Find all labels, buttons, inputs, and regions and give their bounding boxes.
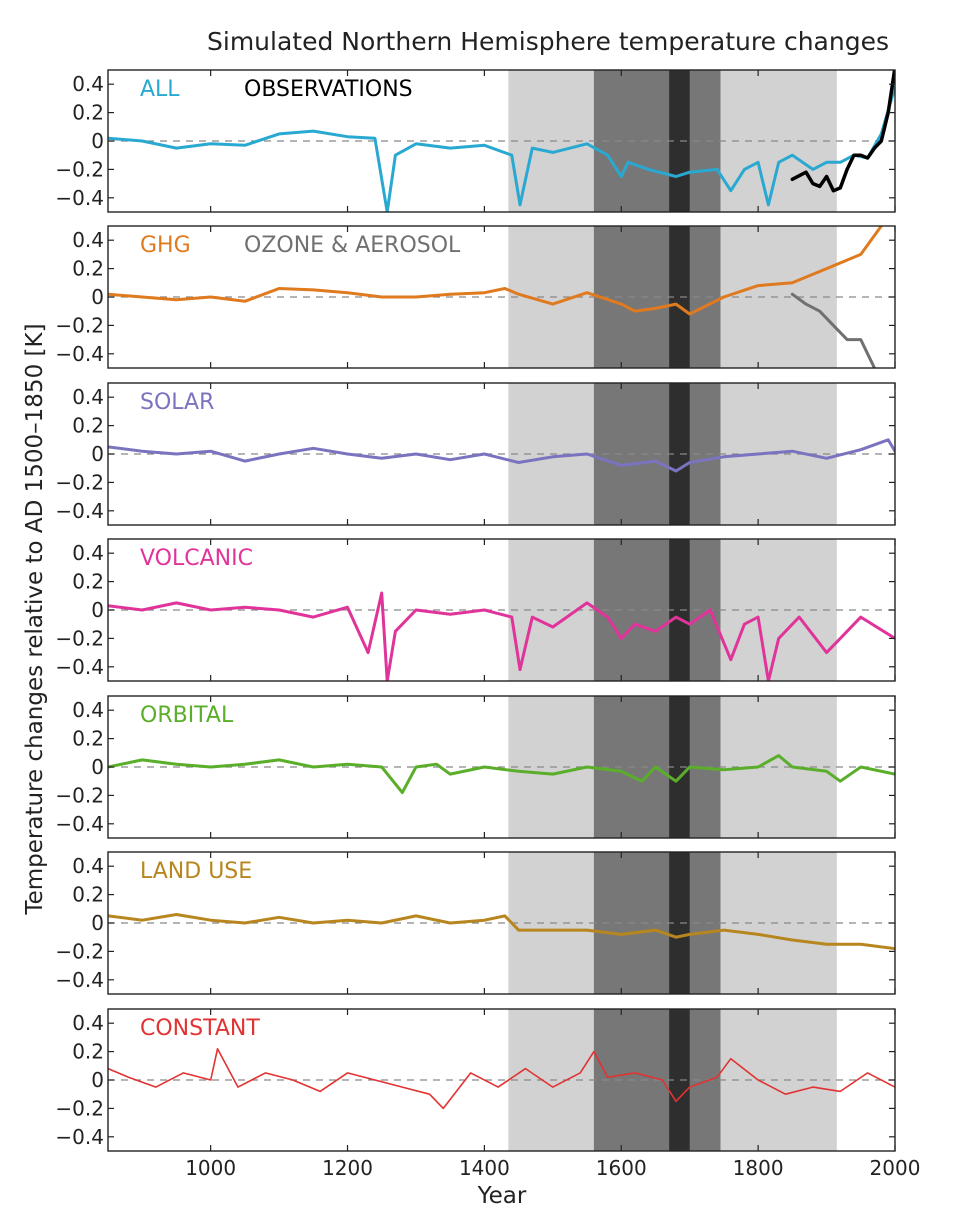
x-tick-label: 1800 (733, 1156, 784, 1180)
y-tick-label: 0.4 (72, 1011, 104, 1035)
x-axis-title: Year (477, 1183, 527, 1209)
y-tick-label: 0 (91, 442, 104, 466)
shaded-period-dark (669, 696, 690, 838)
panel-label-land-use: LAND USE (140, 859, 252, 884)
panel-constant: −0.4 −0.2 0 0.2 0.4 CONSTANT (55, 1008, 896, 1152)
y-tick-label: −0.2 (55, 470, 104, 494)
panel-orbital: −0.4 −0.2 0 0.2 0.4 ORBITAL (55, 695, 896, 839)
x-tick-labels: 1000 1200 1400 1600 1800 2000 (185, 1156, 920, 1180)
y-tick-label: 0 (91, 285, 104, 309)
y-tick-label: −0.2 (55, 939, 104, 963)
series-group (108, 591, 895, 681)
series-line-volcanic (108, 591, 895, 681)
y-tick-label: −0.2 (55, 626, 104, 650)
panel-label-orbital: ORBITAL (140, 703, 234, 728)
series-line-ozone-aerosol (790, 292, 876, 368)
shaded-period-dark (669, 383, 690, 525)
series-line-ghg (108, 226, 883, 316)
y-tick-label: 0.2 (72, 1040, 104, 1064)
series-group (108, 913, 895, 951)
panel-land-use: −0.4 −0.2 0 0.2 0.4 LAND USE (55, 851, 896, 995)
y-tick-label: 0.4 (72, 228, 104, 252)
series-group (108, 438, 895, 473)
x-tick-label: 2000 (870, 1156, 921, 1180)
series-line-all (108, 85, 895, 212)
y-tick-label: 0 (91, 129, 104, 153)
series-group (108, 754, 895, 795)
x-tick-label: 1200 (322, 1156, 373, 1180)
y-tick-label: −0.4 (55, 655, 104, 679)
panel-volcanic: −0.4 −0.2 0 0.2 0.4 VOLCANIC (55, 538, 896, 682)
y-tick-label: 0 (91, 1068, 104, 1092)
y-tick-label: 0.2 (72, 570, 104, 594)
panel-label-volcanic: VOLCANIC (140, 546, 253, 571)
series-line-orbital (108, 754, 895, 795)
series-group (108, 1048, 895, 1110)
y-tick-label: −0.4 (55, 499, 104, 523)
y-tick-label: 0.4 (72, 541, 104, 565)
panel-label-ghg: GHG (140, 233, 191, 258)
y-tick-label: −0.4 (55, 186, 104, 210)
shaded-period-dark (669, 226, 690, 368)
series-line-land-use (108, 913, 895, 951)
y-tick-label: 0.4 (72, 698, 104, 722)
panel-label-constant: CONSTANT (140, 1016, 260, 1041)
y-tick-label: −0.2 (55, 157, 104, 181)
panel-stack: −0.4 −0.2 0 0.2 0.4 ALL OBSERVATIONS −0.4 −0.2 0 0… (55, 69, 920, 1180)
y-tick-label: −0.2 (55, 1096, 104, 1120)
y-tick-label: −0.4 (55, 812, 104, 836)
y-tick-label: −0.4 (55, 968, 104, 992)
y-tick-label: 0.2 (72, 883, 104, 907)
panel-label-solar: SOLAR (140, 390, 214, 415)
y-tick-label: −0.4 (55, 342, 104, 366)
panel-all: −0.4 −0.2 0 0.2 0.4 ALL OBSERVATIONS (55, 69, 896, 213)
shaded-period-dark (669, 1009, 690, 1151)
y-tick-label: 0 (91, 598, 104, 622)
y-tick-label: 0.2 (72, 414, 104, 438)
y-tick-label: 0 (91, 911, 104, 935)
panel-solar: −0.4 −0.2 0 0.2 0.4 SOLAR (55, 382, 896, 526)
panel-label-all: ALL (140, 77, 180, 102)
y-tick-label: 0.4 (72, 854, 104, 878)
panel-label-ozone-aerosol: OZONE & AEROSOL (244, 233, 461, 258)
y-tick-label: 0 (91, 755, 104, 779)
y-tick-label: 0.4 (72, 385, 104, 409)
panel-label-observations: OBSERVATIONS (244, 77, 413, 102)
chart-title: Simulated Northern Hemisphere temperatur… (207, 27, 889, 56)
series-group (108, 70, 895, 212)
x-tick-label: 1400 (459, 1156, 510, 1180)
y-axis-title: Temperature changes relative to AD 1500–… (22, 323, 48, 915)
y-tick-label: −0.2 (55, 313, 104, 337)
series-line-solar (108, 438, 895, 473)
shaded-period-dark (669, 852, 690, 994)
series-group (108, 226, 883, 368)
y-tick-label: −0.4 (55, 1125, 104, 1149)
shaded-period-dark (669, 539, 690, 681)
y-tick-label: 0.2 (72, 727, 104, 751)
panel-ghg: −0.4 −0.2 0 0.2 0.4 GHG OZONE & AEROSOL (55, 225, 896, 369)
y-tick-label: 0.2 (72, 101, 104, 125)
x-tick-label: 1600 (596, 1156, 647, 1180)
y-tick-label: 0.4 (72, 72, 104, 96)
series-line-observations (790, 70, 895, 193)
y-tick-label: −0.2 (55, 783, 104, 807)
x-tick-label: 1000 (185, 1156, 236, 1180)
y-tick-label: 0.2 (72, 257, 104, 281)
series-line-constant (108, 1048, 895, 1110)
